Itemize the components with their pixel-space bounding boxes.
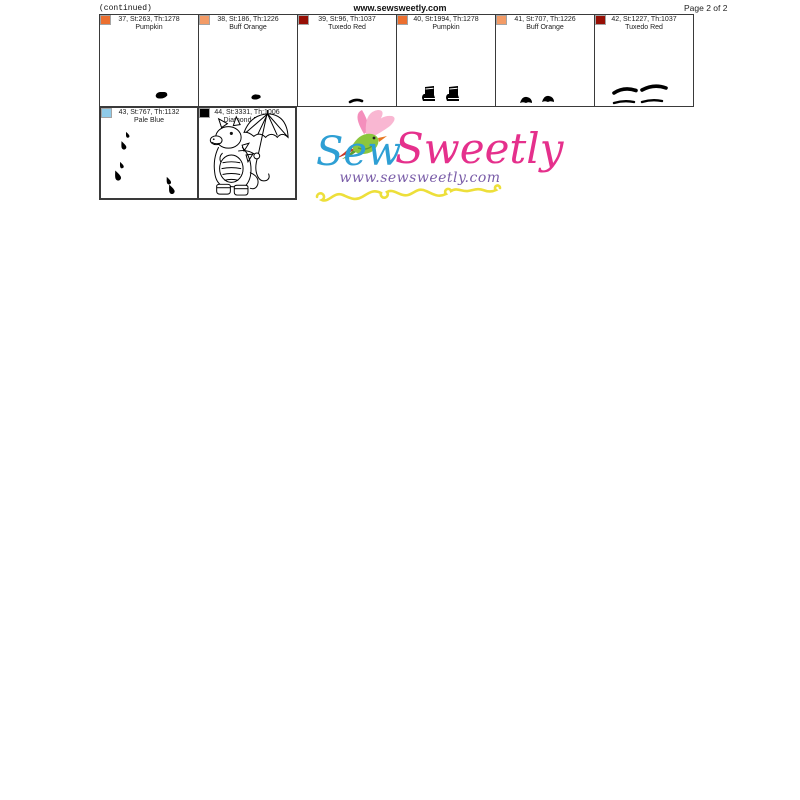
thread-color-swatch xyxy=(496,15,507,25)
thread-color-name: Pumpkin xyxy=(135,24,163,31)
thread-color-name: Pale Blue xyxy=(134,117,164,124)
thread-color-name: Buff Orange xyxy=(526,24,564,31)
stitch-preview-boot-tops xyxy=(496,15,594,106)
hummingbird-icon xyxy=(337,110,395,159)
stitch-preview-boot-trims xyxy=(595,15,693,106)
grid-row-1: 37, St:263, Th:1278 Pumpkin 38, St:186, … xyxy=(99,14,694,107)
thread-color-name: Tuxedo Red xyxy=(625,24,663,31)
thread-color-swatch xyxy=(101,108,112,118)
color-step-cell: 42, St:1227, Th:1037 Tuxedo Red xyxy=(594,14,694,107)
cell-label: 41, St:707, Th:1226 Buff Orange xyxy=(496,16,594,32)
color-step-cell: 43, St:767, Th:1132 Pale Blue xyxy=(99,106,199,200)
stitch-preview-small-blob xyxy=(199,15,297,106)
thread-color-name: Pumpkin xyxy=(432,24,460,31)
stitch-info: 41, St:707, Th:1226 xyxy=(514,16,576,23)
color-step-cell: 38, St:186, Th:1226 Buff Orange xyxy=(198,14,298,107)
cell-label: 39, St:96, Th:1037 Tuxedo Red xyxy=(298,16,396,32)
logo-word-sew: Sew xyxy=(316,129,402,175)
stitch-info: 40, St:1994, Th:1278 xyxy=(413,16,479,23)
logo-word-sweetly: Sweetly xyxy=(395,124,564,173)
logo-url-text: www.sewsweetly.com xyxy=(339,170,501,186)
stitch-preview-sole-blob xyxy=(100,15,198,106)
thread-color-swatch xyxy=(100,15,111,25)
grid-row-2: 43, St:767, Th:1132 Pale Blue 44, St:333… xyxy=(99,106,694,200)
page-number: Page 2 of 2 xyxy=(684,3,728,13)
site-header: www.sewsweetly.com xyxy=(353,3,447,13)
color-step-cell: 40, St:1994, Th:1278 Pumpkin xyxy=(396,14,496,107)
stitch-info: 44, St:3331, Th:1006 xyxy=(214,109,280,116)
thread-color-swatch xyxy=(199,108,210,118)
cell-label: 40, St:1994, Th:1278 Pumpkin xyxy=(397,16,495,32)
color-step-grid: 37, St:263, Th:1278 Pumpkin 38, St:186, … xyxy=(99,14,694,200)
thread-color-name: Tuxedo Red xyxy=(328,24,366,31)
thread-color-name: Diamond Black xyxy=(223,117,271,124)
stitch-preview-boots xyxy=(397,15,495,106)
cell-label: 37, St:263, Th:1278 Pumpkin xyxy=(100,16,198,32)
color-step-cell: 41, St:707, Th:1226 Buff Orange xyxy=(495,14,595,107)
cell-label: 42, St:1227, Th:1037 Tuxedo Red xyxy=(595,16,693,32)
thread-color-swatch xyxy=(199,15,210,25)
thread-color-swatch xyxy=(595,15,606,25)
thread-color-name: Buff Orange xyxy=(229,24,267,31)
color-step-cell: 44, St:3331, Th:1006 Diamond Black xyxy=(197,106,297,200)
stitch-info: 43, St:767, Th:1132 xyxy=(118,109,180,116)
cell-label: 38, St:186, Th:1226 Buff Orange xyxy=(199,16,297,32)
cell-label: 44, St:3331, Th:1006 Diamond Black xyxy=(199,109,295,125)
continued-label: (continued) xyxy=(99,4,152,13)
color-step-cell: 37, St:263, Th:1278 Pumpkin xyxy=(99,14,199,107)
squiggle-divider xyxy=(315,184,502,202)
stitch-preview-dash xyxy=(298,15,396,106)
thread-color-swatch xyxy=(298,15,309,25)
color-step-cell: 39, St:96, Th:1037 Tuxedo Red xyxy=(297,14,397,107)
stitch-preview-dragon-outline xyxy=(199,108,295,198)
stitch-info: 39, St:96, Th:1037 xyxy=(318,16,376,23)
stitch-info: 38, St:186, Th:1226 xyxy=(217,16,279,23)
cell-label: 43, St:767, Th:1132 Pale Blue xyxy=(101,109,197,125)
sew-sweetly-logo: Sew Sweetly www.sewsweetly.com xyxy=(300,108,563,204)
stitch-info: 42, St:1227, Th:1037 xyxy=(611,16,677,23)
stitch-info: 37, St:263, Th:1278 xyxy=(118,16,180,23)
stitch-preview-raindrops xyxy=(101,108,197,198)
thread-color-swatch xyxy=(397,15,408,25)
